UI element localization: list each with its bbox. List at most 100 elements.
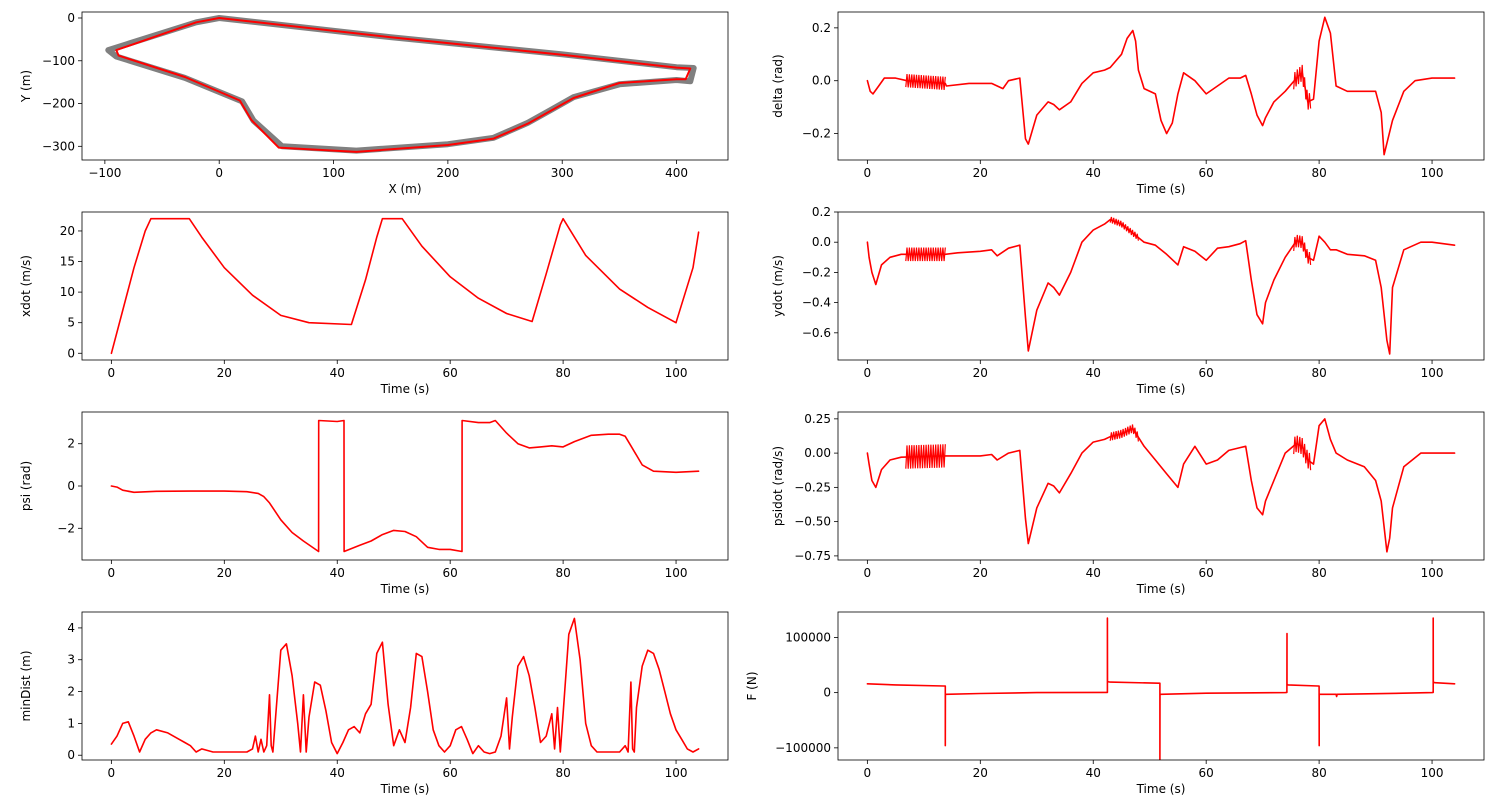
y-tick-label: −100000 (775, 741, 831, 755)
series-line (866, 16, 1456, 156)
y-tick-label: 0.2 (812, 205, 831, 219)
x-tick-label: 40 (1086, 166, 1101, 180)
x-tick-label: 20 (217, 566, 232, 580)
x-tick-label: 80 (555, 566, 570, 580)
y-axis-label: Y (m) (19, 70, 33, 103)
series-group (866, 216, 1456, 355)
axes-frame (81, 11, 729, 161)
y-tick-label: −300 (42, 139, 75, 153)
x-tick-label: 60 (443, 366, 458, 380)
x-tick-label: 60 (1199, 566, 1214, 580)
x-tick-label: 20 (973, 366, 988, 380)
x-tick-label: 40 (1086, 366, 1101, 380)
subplot-trajectory: −100 0 100 200 300 400 0 −100 −200 −300 X (m) Y (m) (19, 11, 729, 196)
y-tick-label: 0.0 (812, 235, 831, 249)
series-noise (905, 74, 946, 90)
y-tick-label: 1 (67, 716, 75, 730)
y-tick-label: 10 (60, 285, 75, 299)
x-tick-label: 20 (217, 766, 232, 780)
y-axis-label: minDist (m) (19, 650, 33, 721)
y-axis-label: psi (rad) (19, 461, 33, 511)
y-tick-label: −0.6 (802, 326, 831, 340)
x-tick-label: 60 (443, 566, 458, 580)
axes-frame (81, 211, 729, 361)
x-tick-label: 80 (1311, 766, 1326, 780)
x-tick-label: 20 (973, 166, 988, 180)
series-noise (1293, 234, 1312, 265)
y-tick-label: 20 (60, 224, 75, 238)
x-tick-label: 100 (665, 766, 688, 780)
axes-frame (837, 411, 1485, 561)
series-line (866, 218, 1456, 355)
y-tick-label: −0.2 (802, 265, 831, 279)
x-axis-label: Time (s) (1136, 582, 1186, 596)
x-tick-label: 60 (443, 766, 458, 780)
y-tick-label: −0.25 (794, 480, 831, 494)
y-axis-label: F (N) (745, 671, 759, 700)
series-group (866, 16, 1456, 156)
y-tick-label: 0 (67, 748, 75, 762)
x-tick-label: 20 (973, 566, 988, 580)
x-axis-label: Time (s) (380, 582, 430, 596)
subplot-psidot: 0 20 40 60 80 100 0.25 0.00 −0.25 −0.50 −0.75 Time … (771, 411, 1485, 596)
x-tick-label: 20 (217, 366, 232, 380)
y-tick-label: −100 (42, 54, 75, 68)
y-tick-label: −200 (42, 97, 75, 111)
series-group (110, 617, 700, 755)
x-tick-label: 0 (215, 166, 223, 180)
series-line (866, 418, 1456, 553)
series-group (110, 419, 700, 553)
subplot-force: 0 20 40 60 80 100 100000 0 −100000 Time (s) F (N) (745, 611, 1485, 796)
y-tick-label: 0.25 (804, 412, 831, 426)
x-axis-label: Time (s) (1136, 782, 1186, 796)
x-tick-label: 400 (665, 166, 688, 180)
x-tick-label: 200 (436, 166, 459, 180)
axes-frame (81, 411, 729, 561)
series-noise (905, 444, 946, 469)
x-tick-label: 0 (864, 366, 872, 380)
axes-frame (837, 11, 1485, 161)
y-tick-label: 100000 (785, 630, 831, 644)
subplot-ydot: 0 20 40 60 80 100 0.2 0.0 −0.2 −0.4 −0.6 Time (s) yd… (771, 205, 1485, 396)
series-group (110, 217, 700, 355)
y-tick-label: 2 (67, 437, 75, 451)
y-tick-label: −2 (57, 521, 75, 535)
x-tick-label: 80 (1311, 166, 1326, 180)
x-tick-label: 300 (551, 166, 574, 180)
y-tick-label: 15 (60, 255, 75, 269)
y-tick-label: 0.0 (812, 74, 831, 88)
y-tick-label: 5 (67, 316, 75, 330)
series-group (866, 617, 1456, 760)
x-tick-label: 60 (1199, 366, 1214, 380)
y-axis-label: xdot (m/s) (19, 255, 33, 317)
x-tick-label: 100 (322, 166, 345, 180)
series-group (105, 15, 697, 154)
x-tick-label: 40 (1086, 566, 1101, 580)
x-tick-label: 100 (665, 366, 688, 380)
y-tick-label: −0.50 (794, 515, 831, 529)
y-tick-label: 0 (67, 479, 75, 493)
x-axis-label: Time (s) (380, 382, 430, 396)
x-tick-label: 100 (1421, 166, 1444, 180)
y-tick-label: 3 (67, 653, 75, 667)
y-axis-label: psidot (rad/s) (771, 446, 785, 526)
x-tick-label: 0 (108, 766, 116, 780)
x-tick-label: 100 (1421, 766, 1444, 780)
series-group (866, 418, 1456, 553)
x-tick-label: 80 (555, 366, 570, 380)
x-tick-label: 40 (330, 566, 345, 580)
subplot-mindist: 0 20 40 60 80 100 0 1 2 3 4 Time (s) minDist (m) (19, 611, 729, 796)
y-tick-label: 0 (823, 686, 831, 700)
x-tick-label: 80 (555, 766, 570, 780)
x-tick-label: 100 (1421, 566, 1444, 580)
x-axis-label: Time (s) (380, 782, 430, 796)
x-tick-label: 0 (864, 166, 872, 180)
x-axis-label: Time (s) (1136, 382, 1186, 396)
y-tick-label: 0 (67, 11, 75, 25)
series-noise (905, 247, 946, 262)
series-line (110, 419, 700, 553)
x-tick-label: 40 (330, 366, 345, 380)
x-tick-label: 80 (1311, 566, 1326, 580)
